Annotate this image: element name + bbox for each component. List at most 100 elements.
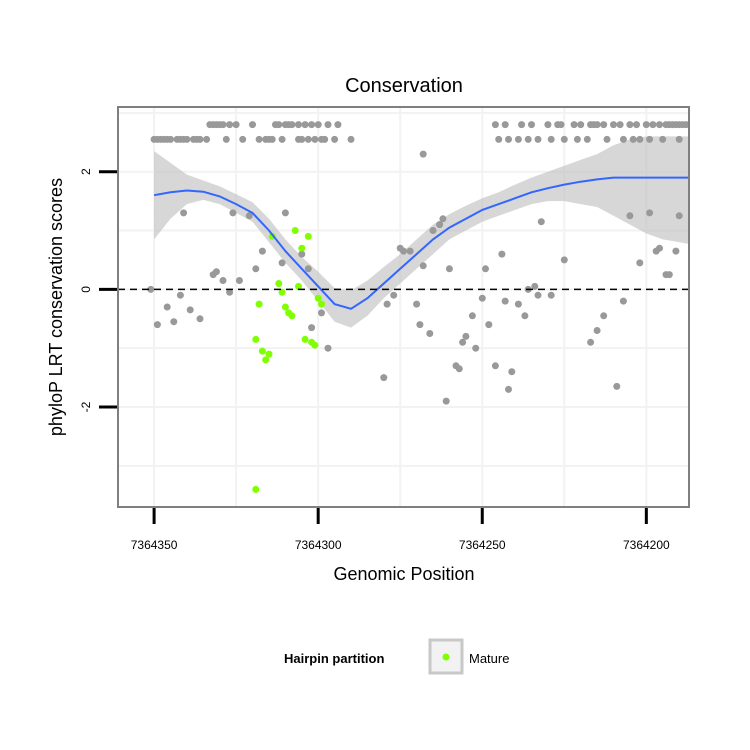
data-point-mature bbox=[252, 335, 260, 343]
clipped-layer bbox=[147, 121, 748, 493]
data-point-other bbox=[547, 291, 555, 299]
data-point-other bbox=[560, 135, 568, 143]
data-point-other bbox=[268, 135, 276, 143]
data-point-other bbox=[180, 209, 188, 217]
data-point-other bbox=[324, 121, 332, 129]
data-point-other bbox=[593, 327, 601, 334]
data-point-other bbox=[419, 150, 427, 158]
x-tick-label: 7364350 bbox=[131, 538, 178, 552]
chart-title: Conservation bbox=[345, 75, 463, 97]
data-point-other bbox=[629, 135, 637, 143]
legend-label-mature: Mature bbox=[469, 651, 509, 666]
data-point-other bbox=[672, 247, 680, 255]
data-point-mature bbox=[275, 280, 283, 287]
data-point-mature bbox=[295, 282, 302, 290]
y-axis-title: phyloP LRT conservation scores bbox=[46, 178, 66, 436]
data-point-other bbox=[616, 121, 624, 129]
y-tick-label: 2 bbox=[79, 168, 93, 175]
data-point-other bbox=[311, 135, 319, 143]
data-point-other bbox=[380, 374, 388, 382]
data-point-other bbox=[649, 121, 657, 129]
data-point-other bbox=[232, 121, 240, 129]
data-point-other bbox=[699, 121, 706, 128]
data-point-other bbox=[544, 121, 552, 129]
data-point-other bbox=[537, 218, 545, 226]
data-point-other bbox=[570, 121, 578, 129]
data-point-mature bbox=[311, 341, 319, 349]
data-point-other bbox=[731, 136, 738, 143]
data-point-other bbox=[295, 121, 302, 129]
data-point-other bbox=[557, 121, 565, 129]
legend: Hairpin partition Mature bbox=[284, 638, 509, 675]
data-point-mature bbox=[314, 294, 322, 302]
data-point-other bbox=[722, 121, 729, 128]
data-point-other bbox=[298, 135, 306, 143]
data-point-other bbox=[226, 121, 234, 129]
data-point-other bbox=[239, 135, 247, 143]
data-point-other bbox=[153, 321, 161, 329]
data-point-other bbox=[196, 315, 204, 323]
data-point-other bbox=[505, 135, 512, 143]
confidence-ribbon bbox=[154, 136, 689, 328]
data-point-other bbox=[255, 135, 263, 143]
data-point-other bbox=[741, 121, 748, 128]
data-point-other bbox=[636, 135, 644, 143]
data-point-mature bbox=[252, 485, 260, 493]
data-point-mature bbox=[291, 227, 299, 234]
data-point-other bbox=[715, 136, 722, 143]
data-point-other bbox=[560, 256, 568, 264]
data-point-other bbox=[281, 209, 289, 217]
data-point-other bbox=[219, 277, 227, 284]
data-point-other bbox=[258, 247, 266, 255]
data-point-other bbox=[468, 312, 476, 320]
data-point-other bbox=[163, 303, 171, 311]
data-point-other bbox=[485, 321, 493, 329]
data-point-other bbox=[304, 135, 312, 143]
data-point-other bbox=[573, 135, 581, 143]
data-point-other bbox=[626, 212, 634, 220]
data-point-other bbox=[610, 121, 617, 129]
data-point-other bbox=[278, 135, 286, 143]
data-point-other bbox=[304, 265, 312, 273]
data-point-other bbox=[406, 247, 414, 255]
data-point-other bbox=[212, 268, 220, 276]
data-point-other bbox=[439, 215, 447, 223]
data-point-other bbox=[455, 365, 463, 373]
data-point-other bbox=[675, 135, 683, 143]
data-point-mature bbox=[298, 244, 306, 252]
data-point-other bbox=[413, 300, 421, 308]
data-point-other bbox=[445, 265, 453, 273]
plot-border bbox=[117, 106, 690, 508]
data-point-mature bbox=[304, 232, 312, 240]
data-point-other bbox=[495, 135, 503, 143]
data-point-other bbox=[587, 338, 595, 346]
legend-key-dot-mature bbox=[442, 653, 450, 661]
data-point-other bbox=[665, 271, 673, 279]
data-point-other bbox=[656, 244, 663, 252]
y-tick-label: -2 bbox=[79, 401, 93, 412]
data-point-other bbox=[321, 135, 329, 143]
data-point-other bbox=[298, 250, 306, 258]
data-point-other bbox=[646, 135, 654, 143]
data-point-other bbox=[583, 135, 591, 143]
data-point-other bbox=[531, 282, 539, 290]
data-point-other bbox=[331, 135, 339, 143]
data-point-other bbox=[735, 121, 742, 128]
data-point-other bbox=[505, 385, 512, 393]
data-point-other bbox=[419, 262, 427, 270]
data-point-other bbox=[501, 121, 509, 129]
data-point-other bbox=[229, 209, 237, 217]
data-point-other bbox=[534, 135, 542, 143]
data-point-other bbox=[334, 121, 342, 129]
data-point-other bbox=[633, 121, 640, 129]
data-point-other bbox=[712, 121, 719, 128]
data-point-other bbox=[508, 368, 516, 376]
y-tick-label: 0 bbox=[79, 286, 93, 293]
data-point-other bbox=[524, 135, 532, 143]
data-point-mature bbox=[301, 335, 309, 343]
data-point-other bbox=[501, 297, 509, 305]
data-point-mature bbox=[318, 300, 325, 308]
data-point-other bbox=[235, 277, 243, 284]
plot-area bbox=[99, 106, 748, 524]
